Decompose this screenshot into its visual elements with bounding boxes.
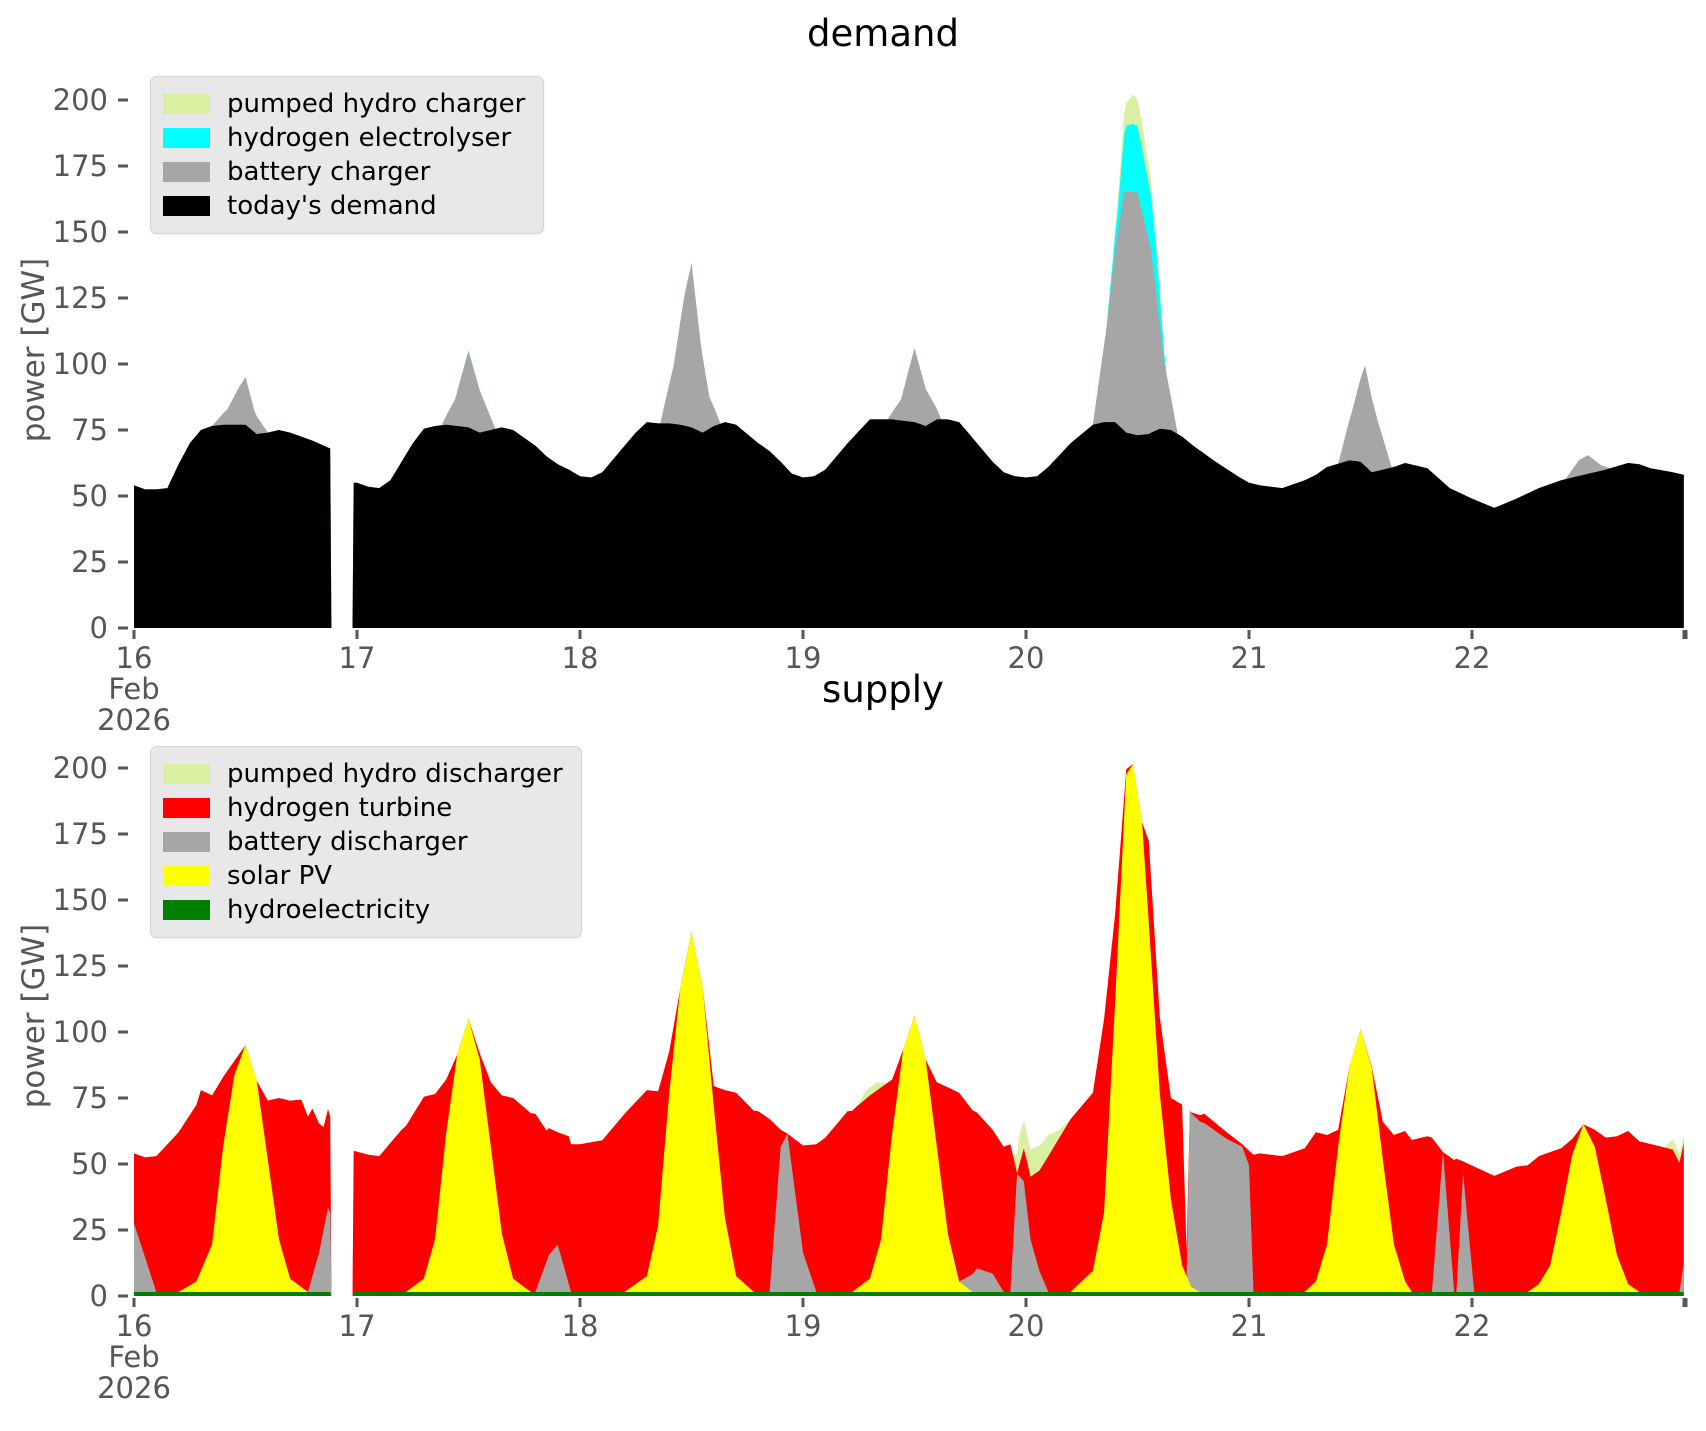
x-tick-label: 22: [1454, 641, 1491, 675]
legend-item: hydroelectricity: [163, 893, 563, 927]
y-tick-label: 100: [53, 347, 108, 381]
legend-label: pumped hydro discharger: [227, 759, 563, 789]
legend-item: battery charger: [163, 155, 525, 189]
supply-legend: pumped hydro discharger hydrogen turbine…: [150, 746, 582, 938]
x-tick-label: 18: [562, 1309, 599, 1343]
x-tick-label: 22: [1454, 1309, 1491, 1343]
x-tick-label: 17: [339, 1309, 376, 1343]
y-tick-label: 75: [71, 413, 108, 447]
x-tick-label: 19: [785, 641, 822, 675]
y-tick-label: 25: [71, 1213, 108, 1247]
legend-item: pumped hydro discharger: [163, 757, 563, 791]
pumped-hydro-discharger-swatch-icon: [163, 764, 210, 784]
x-tick-label: 20: [1008, 641, 1045, 675]
legend-label: hydrogen electrolyser: [227, 123, 512, 153]
hydrogen-turbine-area: [134, 764, 1684, 1296]
x-tick-label: 20: [1008, 1309, 1045, 1343]
x-tick-label: 16: [116, 1309, 153, 1343]
legend-label: today's demand: [227, 191, 437, 221]
hydroelectricity-swatch-icon: [163, 900, 210, 920]
y-tick-label: 125: [53, 949, 108, 983]
pumped-hydro-charger-swatch-icon: [163, 94, 210, 114]
legend-item: today's demand: [163, 189, 525, 223]
y-tick-label: 150: [53, 215, 108, 249]
y-tick-label: 100: [53, 1015, 108, 1049]
x-tick-label: 21: [1231, 641, 1268, 675]
legend-item: battery discharger: [163, 825, 563, 859]
y-tick-label: 175: [53, 817, 108, 851]
battery-discharger-swatch-icon: [163, 832, 210, 852]
legend-label: solar PV: [227, 861, 333, 891]
hydroelectricity-area: [134, 1292, 1684, 1296]
x-tick-label: 18: [562, 641, 599, 675]
y-tick-label: 50: [71, 1147, 108, 1181]
legend-label: hydrogen turbine: [227, 793, 453, 823]
demand-y-axis-label: power [GW]: [16, 257, 52, 443]
legend-item: hydrogen electrolyser: [163, 121, 525, 155]
legend-item: pumped hydro charger: [163, 87, 525, 121]
legend-label: pumped hydro charger: [227, 89, 526, 119]
today-s-demand-area: [134, 419, 1684, 628]
y-tick-label: 200: [53, 83, 108, 117]
y-tick-label: 125: [53, 281, 108, 315]
y-tick-label: 50: [71, 479, 108, 513]
battery-charger-swatch-icon: [163, 162, 210, 182]
demand-legend: pumped hydro charger hydrogen electrolys…: [150, 76, 545, 234]
solar-pv-area: [134, 764, 1684, 1296]
demand-chart-title: demand: [807, 12, 959, 55]
todays-demand-swatch-icon: [163, 196, 210, 216]
y-tick-label: 200: [53, 751, 108, 785]
supply-y-axis-label: power [GW]: [16, 923, 52, 1109]
hydrogen-electrolyser-swatch-icon: [163, 128, 210, 148]
x-tick-label: 16: [116, 641, 153, 675]
x-tick-label: 2026: [97, 703, 171, 737]
legend-label: battery charger: [227, 157, 431, 187]
solar-pv-swatch-icon: [163, 866, 210, 886]
x-tick-label: 2026: [97, 1371, 171, 1405]
x-tick-label: Feb: [108, 1340, 159, 1374]
legend-item: solar PV: [163, 859, 563, 893]
legend-label: hydroelectricity: [227, 895, 431, 925]
x-tick-label: 21: [1231, 1309, 1268, 1343]
legend-label: battery discharger: [227, 827, 468, 857]
hydrogen-turbine-swatch-icon: [163, 798, 210, 818]
y-tick-label: 75: [71, 1081, 108, 1115]
y-tick-label: 0: [90, 611, 108, 645]
y-tick-label: 25: [71, 545, 108, 579]
x-tick-label: 19: [785, 1309, 822, 1343]
y-tick-label: 175: [53, 149, 108, 183]
supply-chart-title: supply: [822, 668, 944, 711]
legend-item: hydrogen turbine: [163, 791, 563, 825]
x-tick-label: 17: [339, 641, 376, 675]
y-tick-label: 0: [90, 1279, 108, 1313]
x-tick-label: Feb: [108, 672, 159, 706]
y-tick-label: 150: [53, 883, 108, 917]
